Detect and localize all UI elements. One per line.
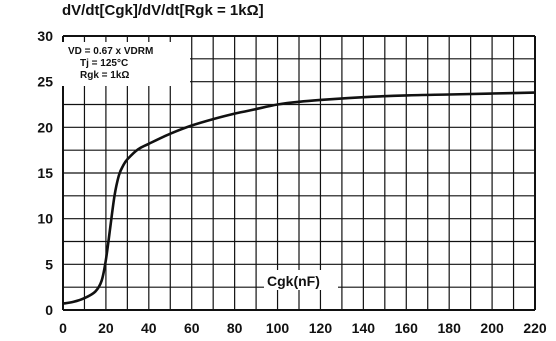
y-tick-label: 0 [45,302,53,318]
x-tick-label: 180 [438,320,462,336]
x-axis-label: Cgk(nF) [267,273,320,289]
series-line [62,91,536,305]
x-tick-label: 80 [227,320,243,336]
chart-title: dV/dt[Cgk]/dV/dt[Rgk = 1kΩ] [62,2,264,19]
y-tick-label: 30 [37,28,53,44]
x-tick-labels: 0 20 40 60 80 100 120 140 160 180 200 220 [59,320,547,336]
x-tick-label: 160 [395,320,419,336]
grid [62,35,536,311]
y-tick-label: 5 [45,256,53,272]
y-tick-label: 10 [37,211,53,227]
y-tick-labels: 0 5 10 15 20 25 30 [37,28,53,318]
x-tick-label: 0 [59,320,67,336]
x-tick-label: 140 [352,320,376,336]
condition-rgk: Rgk = 1kΩ [80,70,129,81]
x-tick-label: 200 [480,320,504,336]
x-tick-label: 60 [184,320,200,336]
conditions-box-bg [62,42,190,86]
x-tick-label: 120 [309,320,333,336]
condition-vd: VD = 0.67 x VDRM [68,46,153,57]
condition-tj: Tj = 125°C [80,58,128,69]
y-tick-label: 25 [37,74,53,90]
y-tick-label: 20 [37,119,53,135]
y-tick-label: 15 [37,165,53,181]
x-tick-label: 100 [266,320,290,336]
x-tick-label: 20 [98,320,114,336]
x-tick-label: 220 [523,320,547,336]
x-tick-label: 40 [141,320,157,336]
x-label-bg [264,270,338,290]
